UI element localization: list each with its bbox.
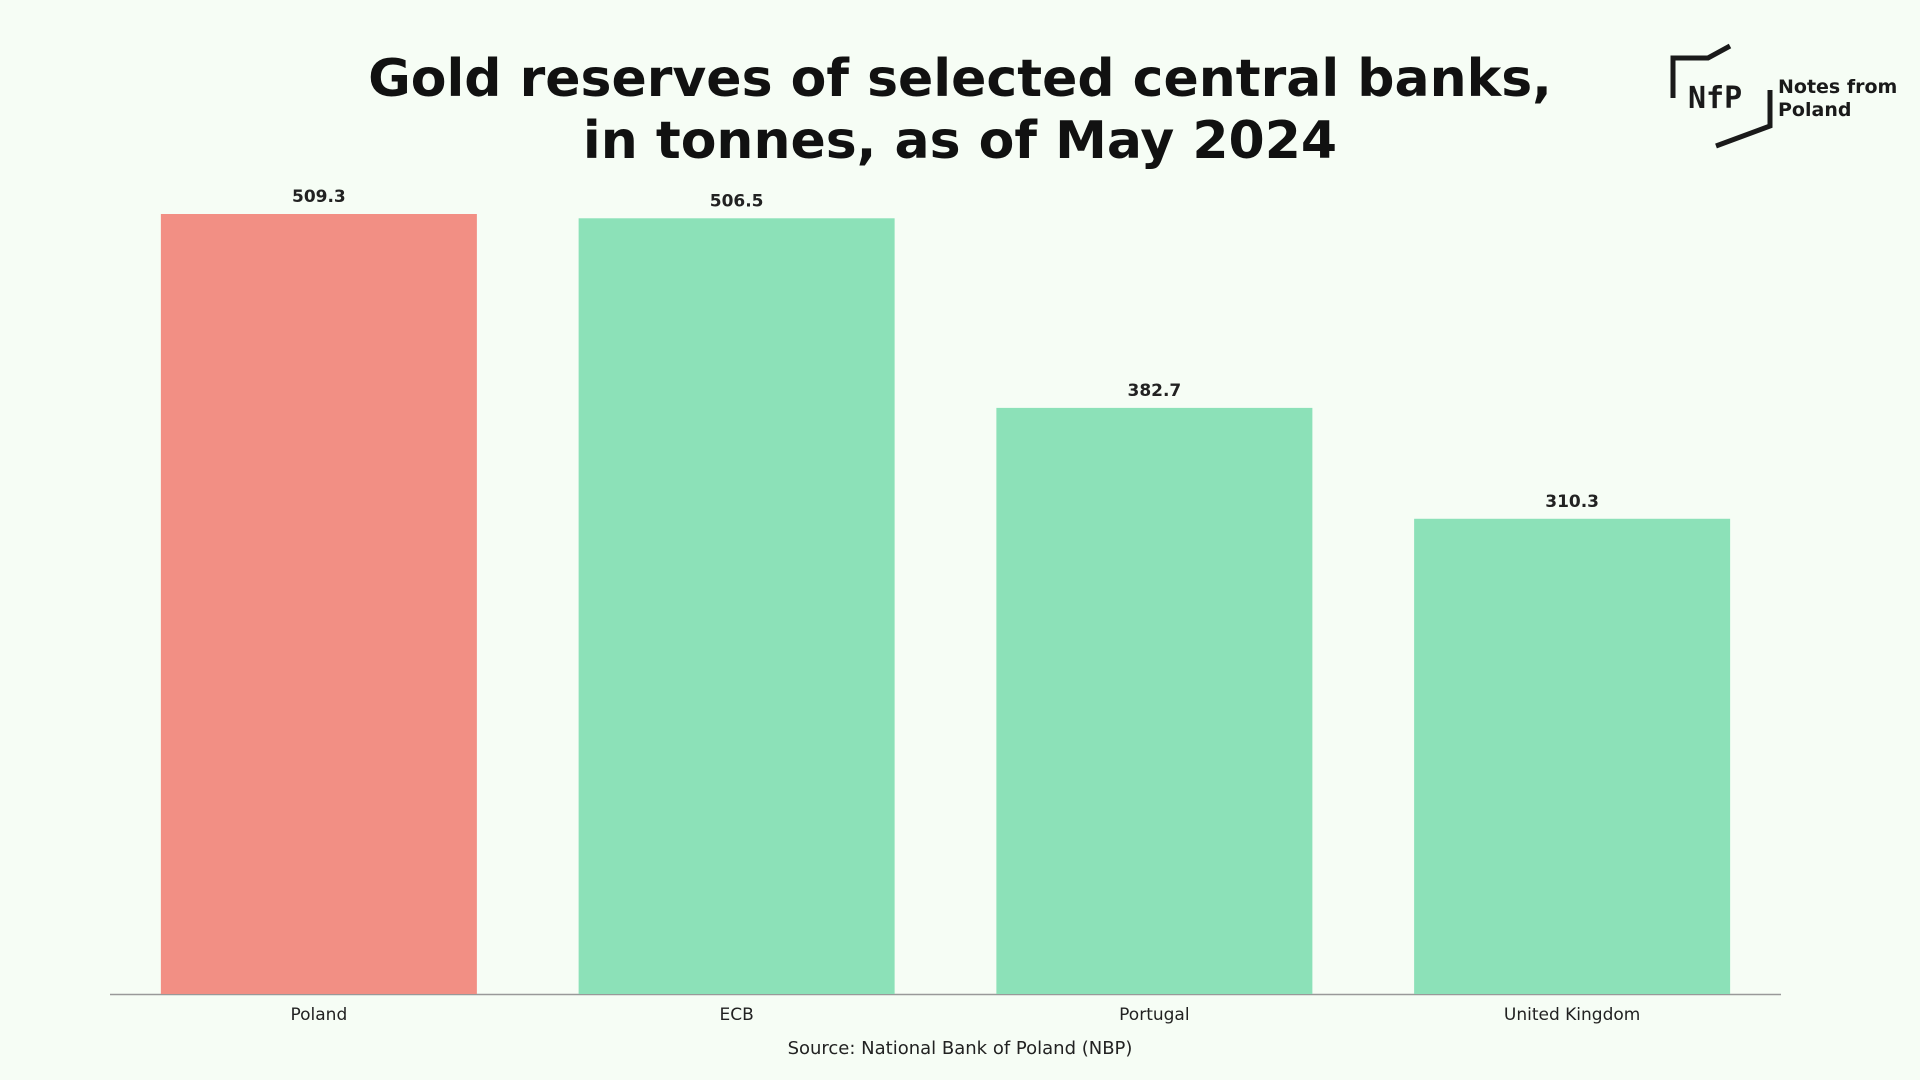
- nfp-logo-icon: NfP: [1670, 43, 1773, 149]
- x-tick-label: ECB: [719, 1005, 753, 1025]
- logo-text-line-2: Poland: [1778, 99, 1852, 121]
- x-tick-label: Portugal: [1119, 1005, 1189, 1025]
- data-label: 509.3: [292, 187, 346, 207]
- bar-portugal: [996, 407, 1313, 994]
- chart-title-line-2: in tonnes, as of May 2024: [582, 111, 1338, 171]
- data-label: 310.3: [1545, 492, 1599, 512]
- bar-united-kingdom: [1414, 518, 1731, 994]
- data-label: 506.5: [710, 191, 764, 211]
- x-tick-label: Poland: [290, 1005, 347, 1025]
- bar-poland: [160, 214, 477, 994]
- logo-mark: NfP: [1688, 81, 1742, 116]
- data-label: 382.7: [1127, 381, 1181, 401]
- x-tick-label: United Kingdom: [1504, 1005, 1640, 1025]
- logo-text-line-1: Notes from: [1778, 76, 1898, 98]
- logo-text: Notes from Poland: [1778, 76, 1897, 122]
- chart-title: Gold reserves of selected central banks,…: [0, 48, 1920, 172]
- chart-title-line-1: Gold reserves of selected central banks,: [368, 49, 1552, 109]
- bar-ecb: [578, 218, 895, 995]
- source-note: Source: National Bank of Poland (NBP): [787, 1038, 1133, 1059]
